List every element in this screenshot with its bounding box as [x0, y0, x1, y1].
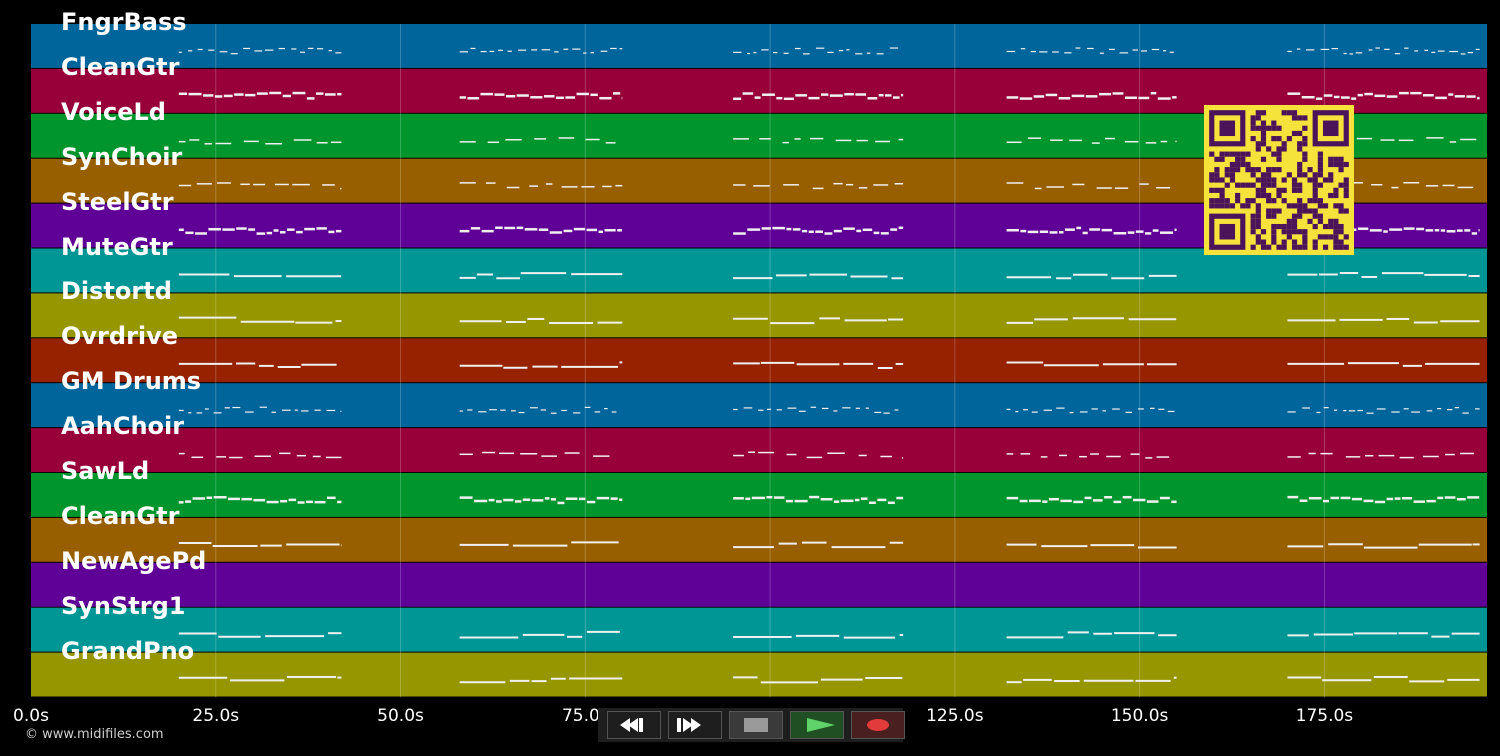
- record-icon: [867, 719, 889, 731]
- credit-text: © www.midifiles.com: [25, 727, 164, 742]
- qr-code: [1204, 105, 1354, 255]
- track-notes: [178, 675, 1480, 684]
- track-band[interactable]: [31, 383, 1487, 428]
- tick-label: 150.0s: [1110, 706, 1169, 726]
- track-label: SteelGtr: [61, 187, 174, 216]
- track-band[interactable]: [31, 293, 1487, 338]
- track-notes: [178, 630, 1480, 639]
- tick-label: 175.0s: [1295, 706, 1354, 726]
- track-label: CleanGtr: [61, 52, 180, 81]
- record-button[interactable]: [851, 711, 905, 739]
- track-label: Ovrdrive: [61, 322, 179, 351]
- track-notes: [178, 495, 1480, 505]
- track-label: GM Drums: [61, 367, 202, 396]
- track-band[interactable]: [31, 562, 1487, 607]
- track-band[interactable]: [31, 24, 1487, 68]
- track-notes: [178, 271, 1480, 280]
- track-label: MuteGtr: [61, 232, 173, 261]
- rewind-icon: [620, 718, 643, 732]
- track-notes: [178, 361, 1480, 370]
- track-label: SynStrg1: [61, 591, 186, 620]
- tick-label: 25.0s: [192, 706, 240, 726]
- track-label: AahChoir: [61, 412, 185, 441]
- rewind-button[interactable]: [607, 711, 661, 739]
- track-notes: [178, 406, 1480, 414]
- track-label: VoiceLd: [61, 97, 166, 126]
- play-icon: [807, 718, 835, 732]
- track-label: SynChoir: [61, 142, 183, 171]
- track-band[interactable]: [31, 428, 1487, 472]
- track-notes: [178, 316, 1480, 325]
- track-band[interactable]: [31, 652, 1487, 697]
- track-notes: [178, 91, 1480, 101]
- tick-label: 125.0s: [926, 706, 984, 726]
- track-notes: [178, 541, 1480, 549]
- track-band[interactable]: [31, 517, 1487, 562]
- tick-label: 75.0s: [561, 706, 609, 726]
- track-band[interactable]: [31, 607, 1487, 652]
- play-button[interactable]: [790, 711, 844, 739]
- stop-icon: [744, 718, 768, 732]
- track-label: SawLd: [61, 457, 150, 485]
- track-band[interactable]: [31, 473, 1487, 517]
- track-band[interactable]: [31, 338, 1487, 383]
- fast-forward-icon: [677, 718, 701, 732]
- track-label: GrandPno: [61, 636, 195, 665]
- track-label: CleanGtr: [61, 501, 180, 530]
- tick-label: 0.0s: [13, 706, 49, 726]
- track-band[interactable]: [31, 248, 1487, 293]
- tick-label: 50.0s: [377, 706, 424, 726]
- track-label: FngrBass: [61, 8, 187, 36]
- track-notes: [178, 451, 1474, 459]
- track-label: Distortd: [61, 277, 172, 306]
- transport-controls: [598, 708, 905, 742]
- stop-button[interactable]: [729, 711, 783, 739]
- track-notes: [178, 47, 1480, 55]
- track-label: NewAgePd: [61, 546, 207, 575]
- fast-forward-button[interactable]: [668, 711, 722, 739]
